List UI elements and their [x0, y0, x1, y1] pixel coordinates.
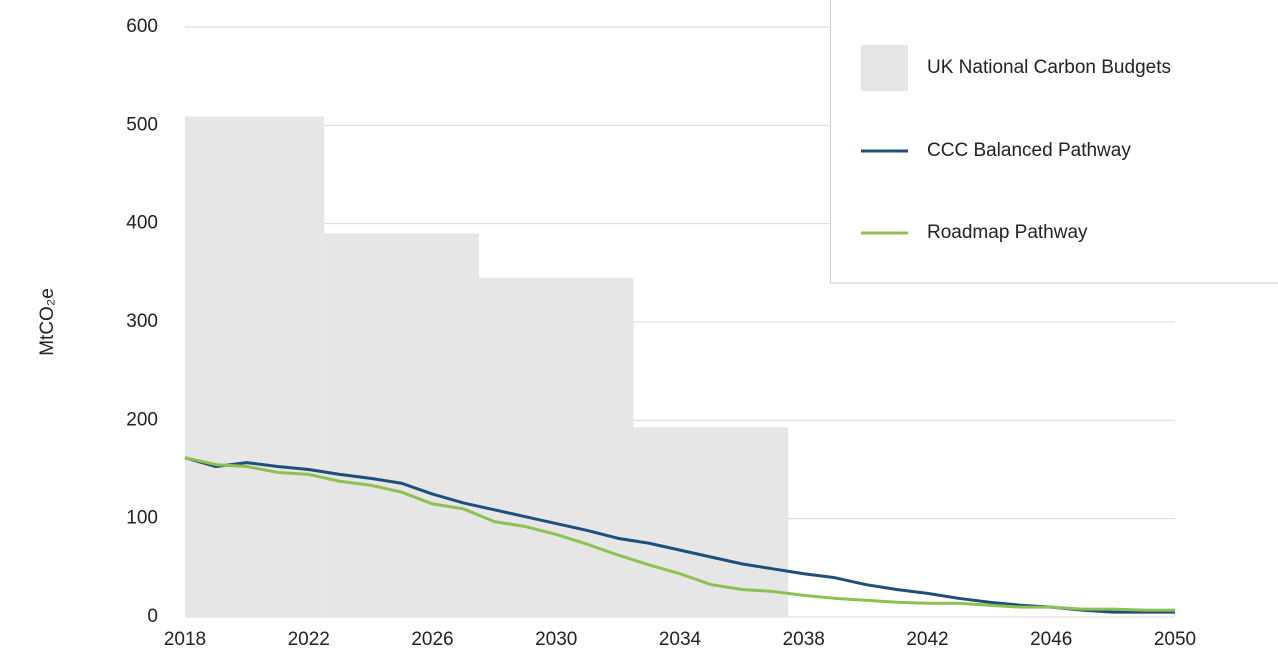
legend-label: CCC Balanced Pathway — [927, 140, 1131, 161]
y-tick-label: 0 — [147, 606, 158, 627]
legend-swatch — [861, 45, 908, 91]
budget-bar — [478, 277, 634, 617]
series-line — [184, 456, 1175, 612]
y-tick-label: 300 — [126, 311, 158, 332]
budget-bar — [185, 116, 325, 617]
x-tick-label: 2034 — [659, 629, 702, 650]
y-axis-label: MtCO₂e — [37, 288, 58, 356]
budget-bar — [324, 233, 479, 617]
y-tick-label: 500 — [126, 114, 158, 135]
legend-label: UK National Carbon Budgets — [927, 57, 1171, 78]
x-tick-label: 2038 — [783, 629, 825, 650]
y-tick-label: 100 — [126, 508, 158, 529]
series-line — [184, 456, 1175, 614]
legend-label: Roadmap Pathway — [927, 222, 1088, 243]
y-tick-label: 400 — [126, 213, 158, 234]
x-tick-label: 2018 — [164, 629, 206, 650]
x-tick-label: 2026 — [411, 629, 453, 650]
y-tick-label: 600 — [126, 16, 158, 37]
x-tick-label: 2030 — [535, 629, 577, 650]
budget-bar — [633, 427, 789, 617]
x-tick-label: 2050 — [1154, 629, 1196, 650]
x-tick-label: 2042 — [906, 629, 948, 650]
x-tick-label: 2046 — [1030, 629, 1072, 650]
y-tick-label: 200 — [126, 409, 158, 430]
x-tick-label: 2022 — [288, 629, 330, 650]
